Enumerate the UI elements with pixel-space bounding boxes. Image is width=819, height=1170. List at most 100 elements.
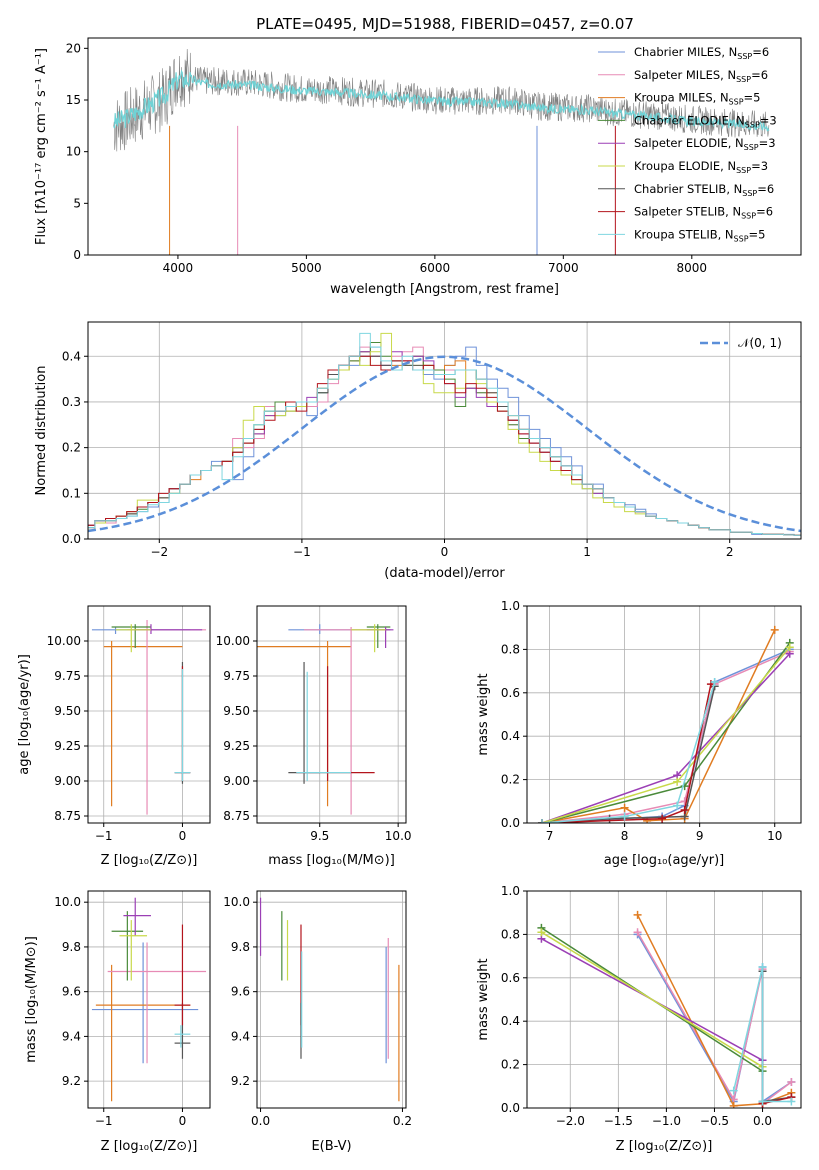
histogram-series xyxy=(88,332,801,536)
legend-entry: Kroupa STELIB, NSSP=5 xyxy=(634,227,765,243)
legend-sub: SSP xyxy=(729,98,744,107)
point-marker xyxy=(673,801,682,810)
model-spectrum-line xyxy=(113,69,770,132)
point-marker xyxy=(620,812,629,821)
y-tick-label: 15 xyxy=(66,93,81,107)
x-tick-label: 0.2 xyxy=(393,1114,412,1128)
legend-tail: =3 xyxy=(759,136,776,150)
x-tick-label: 0 xyxy=(179,829,187,843)
weight-series-line xyxy=(541,681,716,823)
legend-entry: Kroupa ELODIE, NSSP=3 xyxy=(634,159,768,175)
legend-sub: SSP xyxy=(736,75,751,84)
legend-tail: =6 xyxy=(751,68,768,82)
legend-name: Salpeter MILES, N xyxy=(634,68,736,82)
y-tick-label: 9.8 xyxy=(231,940,250,954)
axes-frame xyxy=(87,37,802,256)
point-marker xyxy=(673,777,682,786)
y-tick-label: 0.4 xyxy=(501,729,520,743)
x-tick-label: −0.5 xyxy=(700,1114,729,1128)
point-marker xyxy=(729,1101,738,1108)
y-tick-label: 9.4 xyxy=(62,1029,81,1043)
y-tick-label: 0.2 xyxy=(501,1058,520,1072)
legend-tail: =3 xyxy=(760,113,777,127)
y-axis-label: mass [log₁₀(M/M⊙)] xyxy=(24,936,39,1063)
y-tick-label: 9.25 xyxy=(223,739,250,753)
observed-spectrum-line xyxy=(113,48,770,152)
legend-entry: Salpeter MILES, NSSP=6 xyxy=(634,68,768,84)
y-tick-label: 0.6 xyxy=(501,686,520,700)
legend-sub: SSP xyxy=(744,143,759,152)
point-marker xyxy=(680,797,689,806)
figure-title: PLATE=0495, MJD=51988, FIBERID=0457, z=0… xyxy=(256,15,634,33)
legend-tail: =6 xyxy=(756,205,773,219)
x-tick-label: 0.0 xyxy=(753,1114,772,1128)
weight-series-line xyxy=(762,1096,792,1105)
point-marker xyxy=(658,814,667,823)
x-tick-label: 10.0 xyxy=(385,829,412,843)
weight-series-line xyxy=(761,971,792,1103)
x-tick-label: 10 xyxy=(767,829,782,843)
y-tick-label: 9.00 xyxy=(223,774,250,788)
y-tick-label: 9.25 xyxy=(54,739,81,753)
legend-sub: SSP xyxy=(736,166,751,175)
y-tick-label: 0.4 xyxy=(501,1014,520,1028)
plot-area xyxy=(88,332,801,536)
plot-area xyxy=(537,910,796,1108)
x-axis-label: mass [log₁₀(M/M⊙)] xyxy=(268,853,395,868)
point-marker xyxy=(787,1097,796,1106)
weight-series-line xyxy=(541,686,716,823)
x-tick-label: 4000 xyxy=(163,261,194,275)
x-tick-label: −1.0 xyxy=(652,1114,681,1128)
x-axis-label: E(B-V) xyxy=(311,1139,351,1154)
y-tick-label: 20 xyxy=(66,41,81,55)
y-tick-label: 9.4 xyxy=(231,1029,250,1043)
x-tick-label: 7000 xyxy=(548,261,579,275)
legend-tail: =3 xyxy=(751,159,768,173)
y-tick-label: 9.50 xyxy=(54,704,81,718)
point-marker xyxy=(785,643,794,652)
y-tick-label: 9.75 xyxy=(223,669,250,683)
y-tick-label: 0 xyxy=(73,248,81,262)
axes-frame xyxy=(256,605,407,824)
y-tick-label: 9.50 xyxy=(223,704,250,718)
y-axis-label: mass weight xyxy=(476,958,491,1040)
x-tick-label: −1 xyxy=(95,829,113,843)
y-axis-label: Flux [fλ10⁻¹⁷ erg cm⁻² s⁻¹ A⁻¹] xyxy=(34,48,49,245)
legend-tail: =5 xyxy=(744,91,761,105)
legend-name: Salpeter ELODIE, N xyxy=(634,136,744,150)
y-tick-label: 0.1 xyxy=(62,486,81,500)
y-tick-label: 10.0 xyxy=(54,895,81,909)
axes-frame xyxy=(87,605,211,824)
legend-sub: SSP xyxy=(734,234,749,243)
x-tick-label: 8 xyxy=(621,829,629,843)
y-tick-label: 8.75 xyxy=(223,809,250,823)
x-tick-label: 0.0 xyxy=(251,1114,270,1128)
legend-entry: Chabrier ELODIE, NSSP=3 xyxy=(634,113,777,129)
weight-series-line xyxy=(541,653,791,823)
panel-weight-vs-Z: −2.0 −1.5 −1.0 −0.5 0.0 0.0 0.2 0.4 0.6 0.8 1.0 Z [… xyxy=(476,884,802,1154)
legend-sub: SSP xyxy=(741,212,756,221)
axes-frame xyxy=(256,890,407,1109)
point-marker xyxy=(620,803,629,812)
x-tick-label: 9 xyxy=(696,829,704,843)
point-marker xyxy=(633,910,642,919)
legend-sub: SSP xyxy=(742,189,757,198)
y-tick-label: 0.8 xyxy=(501,642,520,656)
gaussian-curve xyxy=(88,355,801,533)
legend-name: Chabrier MILES, N xyxy=(634,45,737,59)
x-tick-label: 6000 xyxy=(420,261,451,275)
x-tick-label: 2 xyxy=(726,545,734,559)
y-tick-label: 0.8 xyxy=(501,927,520,941)
x-tick-label: 5000 xyxy=(291,261,322,275)
y-tick-label: 0.2 xyxy=(501,773,520,787)
y-tick-label: 10.0 xyxy=(223,895,250,909)
x-axis-label: (data-model)/error xyxy=(384,566,505,581)
legend-name: Kroupa STELIB, N xyxy=(634,227,734,241)
point-marker xyxy=(680,805,689,814)
legend-sub: SSP xyxy=(737,52,752,61)
x-axis-label: age [log₁₀(age/yr)] xyxy=(604,853,725,868)
x-tick-label: −1.5 xyxy=(604,1114,633,1128)
legend-entry: Salpeter STELIB, NSSP=6 xyxy=(634,205,773,221)
x-tick-label: −1 xyxy=(293,545,311,559)
